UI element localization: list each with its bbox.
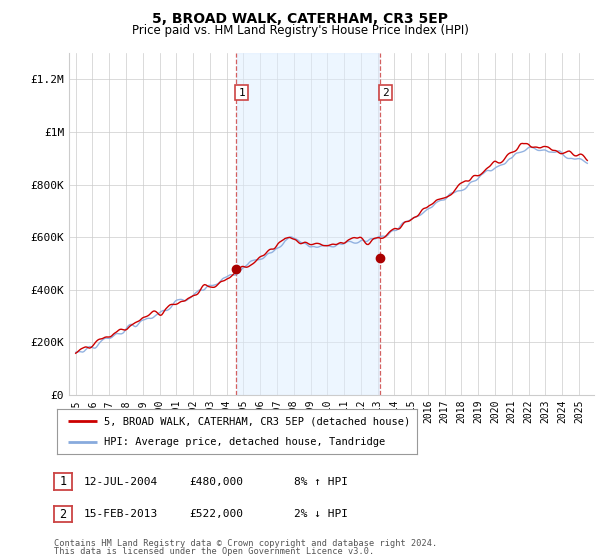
Text: 2: 2 (382, 87, 389, 97)
Text: Contains HM Land Registry data © Crown copyright and database right 2024.: Contains HM Land Registry data © Crown c… (54, 539, 437, 548)
Text: £522,000: £522,000 (189, 509, 243, 519)
Text: 8% ↑ HPI: 8% ↑ HPI (294, 477, 348, 487)
Text: 1: 1 (238, 87, 245, 97)
Text: £480,000: £480,000 (189, 477, 243, 487)
Text: 1: 1 (59, 475, 67, 488)
Text: 2% ↓ HPI: 2% ↓ HPI (294, 509, 348, 519)
Text: 15-FEB-2013: 15-FEB-2013 (84, 509, 158, 519)
Text: This data is licensed under the Open Government Licence v3.0.: This data is licensed under the Open Gov… (54, 547, 374, 556)
Text: 5, BROAD WALK, CATERHAM, CR3 5EP: 5, BROAD WALK, CATERHAM, CR3 5EP (152, 12, 448, 26)
Text: 2: 2 (59, 507, 67, 521)
Text: 5, BROAD WALK, CATERHAM, CR3 5EP (detached house): 5, BROAD WALK, CATERHAM, CR3 5EP (detach… (104, 416, 410, 426)
Text: Price paid vs. HM Land Registry's House Price Index (HPI): Price paid vs. HM Land Registry's House … (131, 24, 469, 36)
Text: 12-JUL-2004: 12-JUL-2004 (84, 477, 158, 487)
Text: HPI: Average price, detached house, Tandridge: HPI: Average price, detached house, Tand… (104, 437, 385, 447)
